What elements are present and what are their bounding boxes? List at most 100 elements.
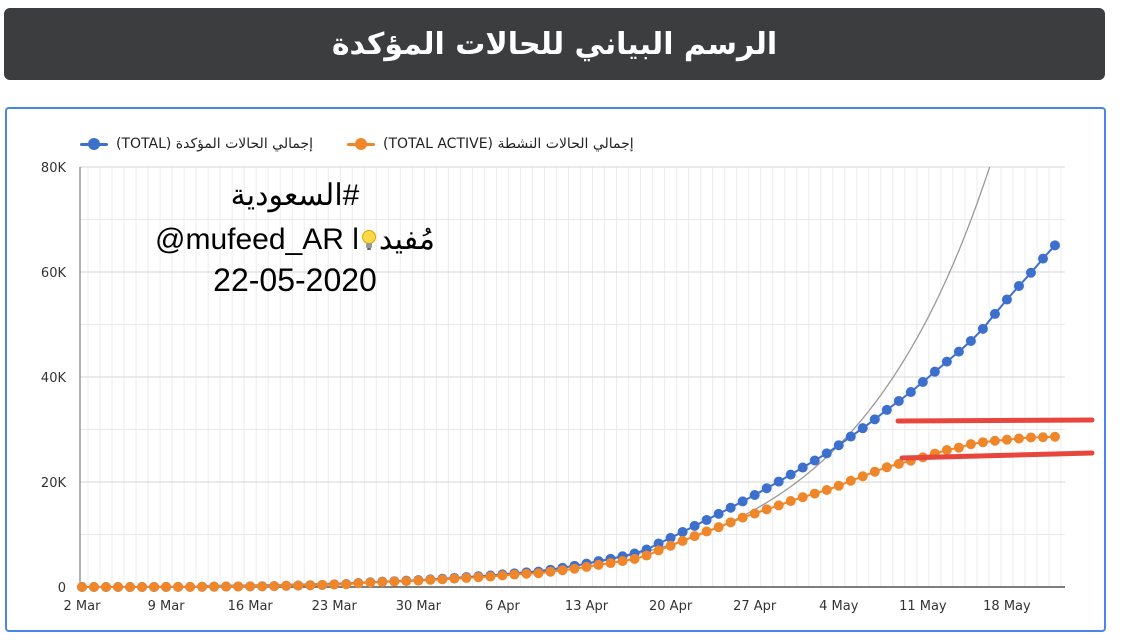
data-point-active [641,550,652,561]
data-point-total [893,395,904,406]
x-tick-label: 16 Mar [228,599,274,614]
data-point-total [941,356,952,367]
data-point-active [521,568,532,579]
data-point-total [749,490,760,501]
data-point-total [845,431,856,442]
legend-item-total[interactable]: إجمالي الحالات المؤكدة (TOTAL) [80,136,313,152]
data-point-active [473,572,484,583]
data-point-active [101,581,112,592]
data-point-active [941,444,952,455]
data-point-active [713,522,724,533]
data-point-active [293,580,304,591]
data-point-total [725,502,736,513]
data-point-total [905,387,916,398]
data-point-total [677,526,688,537]
y-tick-label: 60K [41,266,67,281]
data-point-active [209,581,220,592]
data-point-active [833,480,844,491]
data-point-active [761,504,772,515]
data-point-active [461,572,472,583]
data-point-active [809,488,820,499]
plateau-line-lower [899,450,1095,461]
chart-legend: إجمالي الحالات المؤكدة (TOTAL) إجمالي ال… [80,130,634,158]
data-point-active [317,580,328,591]
data-point-total [929,366,940,377]
data-point-total [773,476,784,487]
chart-title-bar: الرسم البياني للحالات المؤكدة [4,8,1105,80]
data-point-active [893,458,904,469]
legend-label-active: إجمالي الحالات النشطة (TOTAL ACTIVE) [383,136,634,152]
data-point-active [1013,433,1024,444]
data-point-total [953,346,964,357]
data-point-total [713,508,724,519]
data-point-active [665,540,676,551]
data-point-total [977,323,988,334]
data-point-active [965,439,976,450]
data-point-active [653,545,664,556]
data-point-active [497,570,508,581]
data-point-active [353,578,364,589]
data-point-active [197,581,208,592]
data-point-active [281,580,292,591]
data-point-active [509,569,520,580]
data-point-total [1013,280,1024,291]
data-point-active [377,576,388,587]
data-point-active [797,492,808,503]
data-point-active [113,581,124,592]
data-point-total [965,335,976,346]
page-title: الرسم البياني للحالات المؤكدة [331,26,778,62]
y-tick-label: 40K [41,371,67,386]
data-point-active [1037,432,1048,443]
data-point-active [221,581,232,592]
data-point-active [401,576,412,587]
data-point-active [365,577,376,588]
data-point-total [869,414,880,425]
data-point-active [341,579,352,590]
data-point-active [557,565,568,576]
data-point-active [773,500,784,511]
data-point-active [629,553,640,564]
data-point-active [185,581,196,592]
data-point-active [605,558,616,569]
x-tick-label: 11 May [899,599,947,614]
x-tick-label: 6 Apr [485,599,521,614]
y-tick-label: 80K [41,161,67,176]
data-point-active [881,462,892,473]
data-point-total [833,440,844,451]
x-tick-label: 20 Apr [649,599,693,614]
x-tick-label: 30 Mar [396,599,442,614]
data-point-active [389,576,400,587]
legend-item-active[interactable]: إجمالي الحالات النشطة (TOTAL ACTIVE) [347,136,634,152]
data-point-active [617,556,628,567]
chart-series [77,167,1095,592]
data-point-active [593,559,604,570]
data-point-total [809,455,820,466]
data-point-active [413,575,424,586]
data-point-total [785,469,796,480]
data-point-active [245,581,256,592]
data-point-active [701,526,712,537]
data-point-active [689,531,700,542]
data-point-active [449,573,460,584]
data-point-active [977,437,988,448]
data-point-active [269,581,280,592]
data-point-active [533,568,544,579]
data-point-active [1001,434,1012,445]
data-point-total [797,462,808,473]
data-point-active [581,561,592,572]
data-point-active [785,496,796,507]
data-point-active [869,466,880,477]
data-point-total [689,520,700,531]
data-point-active [545,566,556,577]
x-tick-label: 2 Mar [64,599,102,614]
x-tick-label: 23 Mar [312,599,358,614]
data-point-active [149,581,160,592]
data-point-active [677,535,688,546]
data-point-active [725,517,736,528]
data-point-active [857,471,868,482]
data-point-total [737,496,748,507]
data-point-active [257,581,268,592]
data-point-active [749,508,760,519]
data-point-total [701,514,712,525]
annotation-date: 22-05-2020 [213,262,377,298]
